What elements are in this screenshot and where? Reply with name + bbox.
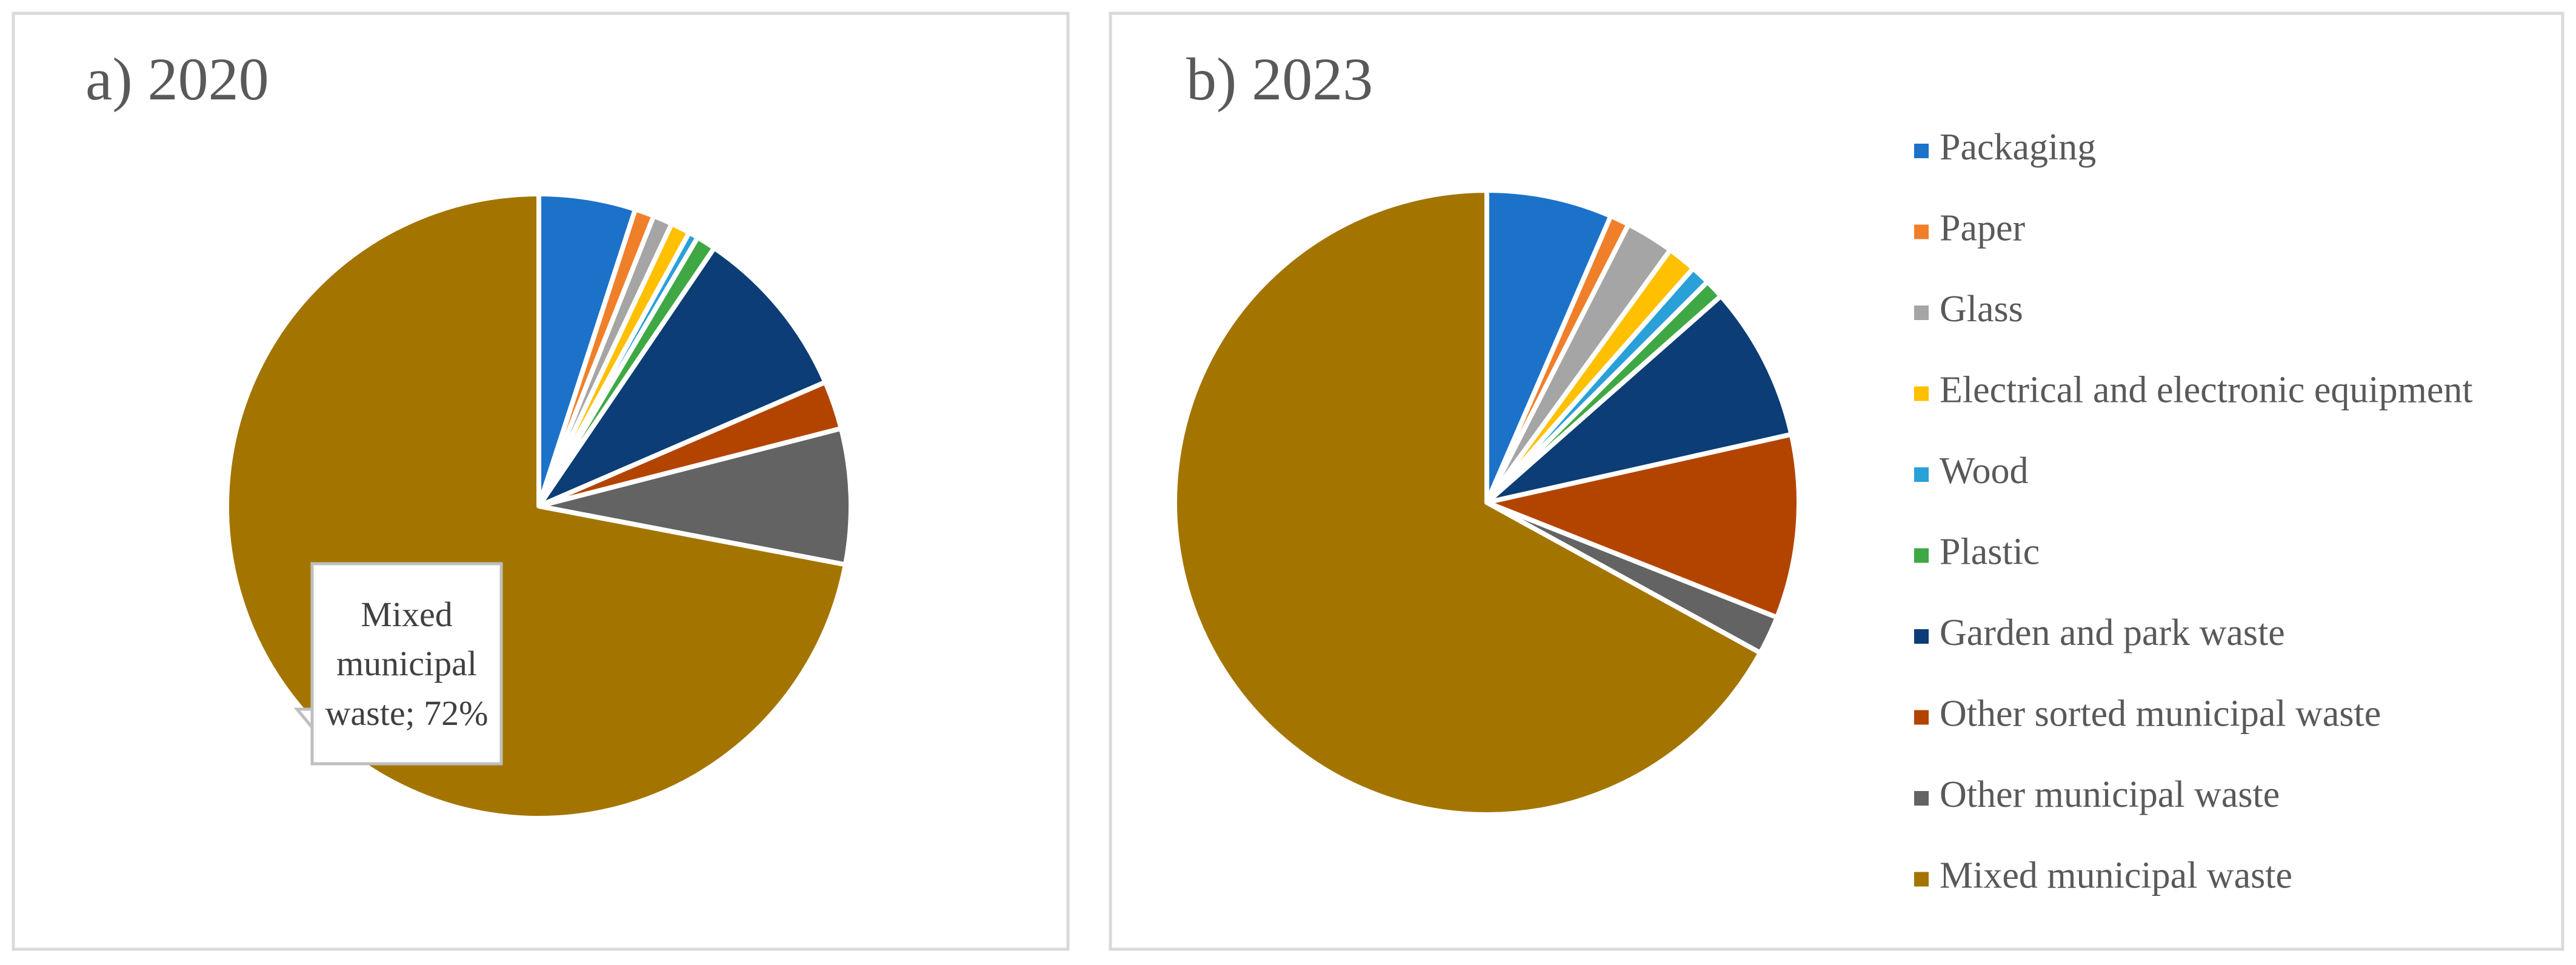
legend-label: Packaging: [1940, 127, 2096, 168]
legend-swatch: [1914, 791, 1929, 806]
legend-label: Other sorted municipal waste: [1940, 693, 2381, 735]
chart-title: a) 2020: [85, 45, 269, 113]
pie-slice: [536, 426, 853, 567]
legend-label: Other municipal waste: [1940, 774, 2280, 815]
legend-swatch: [1914, 144, 1929, 158]
legend-label: Wood: [1940, 450, 2029, 492]
legend-label: Mixed municipal waste: [1940, 855, 2292, 897]
legend-label: Glass: [1940, 289, 2023, 330]
chart-title: b) 2023: [1186, 45, 1373, 113]
legend-label: Electrical and electronic equipment: [1940, 370, 2473, 411]
legend-swatch: [1914, 872, 1929, 887]
data-label: Mixed municipal waste; 72%: [325, 595, 489, 733]
legend-swatch: [1914, 306, 1929, 320]
pie-slice: [536, 245, 828, 509]
legend-swatch: [1914, 710, 1929, 725]
legend-swatch: [1914, 629, 1929, 644]
legend-label: Plastic: [1940, 532, 2040, 573]
legend-swatch: [1914, 467, 1929, 482]
pie-slice: [1172, 188, 1763, 817]
pie-slice: [1484, 188, 1613, 505]
legend-label: Garden and park waste: [1940, 612, 2285, 653]
legend-swatch: [1914, 386, 1929, 401]
pie-slice: [1484, 432, 1801, 620]
legend-swatch: [1914, 548, 1929, 563]
legend-label: Paper: [1940, 208, 2026, 249]
label-box: [310, 562, 503, 766]
legend-swatch: [1914, 224, 1929, 239]
